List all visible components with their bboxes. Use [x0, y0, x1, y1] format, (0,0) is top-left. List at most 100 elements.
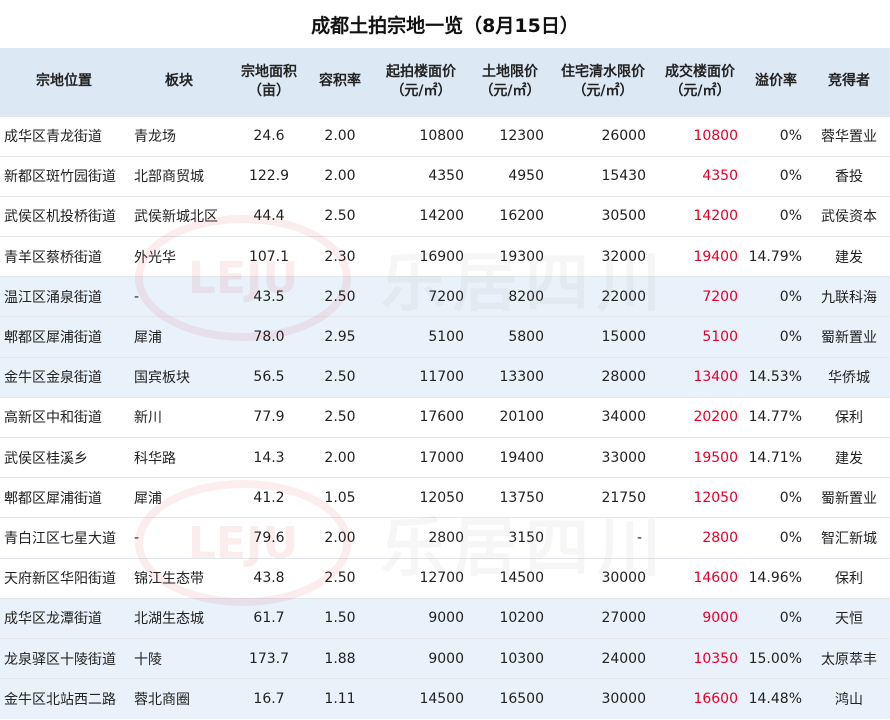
cell-land-cap: 10200 [499, 610, 544, 627]
cell-winner: 保利 [835, 410, 863, 427]
cell-start-price: 12700 [419, 570, 464, 587]
cell-land-cap: 10300 [499, 650, 544, 667]
cell-res-cap: 30500 [601, 208, 646, 225]
cell-location: 高新区中和街道 [4, 410, 102, 427]
cell-winner: 天恒 [835, 611, 863, 628]
table-row: 高新区中和街道 新川 77.9 2.50 17600 20100 34000 20200 14.… [0, 397, 890, 437]
cell-land-cap: 19300 [499, 248, 544, 265]
cell-res-cap: 32000 [601, 248, 646, 265]
cell-premium: 14.53% [748, 369, 802, 386]
cell-far: 1.05 [324, 489, 356, 506]
cell-land-cap: 13300 [499, 369, 544, 386]
cell-area: 61.7 [253, 610, 285, 627]
cell-deal-price: 12050 [693, 489, 738, 506]
cell-block: 北部商贸城 [134, 169, 204, 186]
cell-block: 北湖生态城 [134, 611, 204, 628]
cell-far: 2.50 [324, 570, 356, 587]
cell-winner: 智汇新城 [821, 530, 877, 547]
cell-premium: 14.96% [748, 570, 802, 587]
table-row: 龙泉驿区十陵街道 十陵 173.7 1.88 9000 10300 24000 10350 15… [0, 638, 890, 679]
cell-res-cap: 26000 [601, 128, 646, 145]
cell-start-price: 10800 [419, 128, 464, 145]
cell-far: 2.50 [324, 369, 356, 386]
cell-location: 金牛区金泉街道 [4, 370, 102, 387]
cell-far: 2.00 [324, 449, 356, 466]
cell-location: 成华区龙潭街道 [4, 611, 102, 628]
cell-winner: 保利 [835, 571, 863, 588]
cell-block: 锦江生态带 [134, 571, 204, 588]
cell-block: 蓉北商圈 [134, 691, 190, 708]
cell-premium: 0% [779, 529, 802, 546]
cell-location: 新都区斑竹园街道 [4, 169, 116, 186]
cell-area: 24.6 [253, 128, 285, 145]
table-row: 金牛区北站西二路 蓉北商圈 16.7 1.11 14500 16500 30000 16600… [0, 678, 890, 719]
cell-start-price: 14200 [419, 208, 464, 225]
cell-area: 173.7 [248, 650, 290, 667]
cell-deal-price: 10800 [693, 128, 738, 145]
header-premium: 溢价率 [755, 73, 797, 90]
cell-premium: 14.48% [748, 690, 802, 707]
cell-deal-price: 20200 [693, 409, 738, 426]
cell-block: 武侯新城北区 [134, 209, 218, 226]
cell-land-cap: 20100 [499, 409, 544, 426]
cell-premium: 15.00% [748, 650, 802, 667]
cell-block: 十陵 [134, 651, 162, 668]
cell-winner: 太原萃丰 [821, 651, 877, 668]
cell-land-cap: 16200 [499, 208, 544, 225]
cell-start-price: 14500 [419, 690, 464, 707]
cell-winner: 建发 [835, 450, 863, 467]
cell-block: 犀浦 [134, 330, 162, 347]
cell-land-cap: 16500 [499, 690, 544, 707]
table-row: 金牛区金泉街道 国宾板块 56.5 2.50 11700 13300 28000 13400 1… [0, 357, 890, 398]
cell-area: 41.2 [253, 489, 285, 506]
cell-deal-price: 2800 [702, 529, 738, 546]
cell-location: 成华区青龙街道 [4, 129, 102, 146]
cell-start-price: 17000 [419, 449, 464, 466]
cell-winner: 华侨城 [828, 370, 870, 387]
cell-premium: 0% [779, 489, 802, 506]
cell-land-cap: 19400 [499, 449, 544, 466]
header-land-cap: 土地限价 （元/㎡） [479, 63, 541, 99]
table-row: 成华区青龙街道 青龙场 24.6 2.00 10800 12300 26000 10800 0%… [0, 116, 890, 156]
header-location: 宗地位置 [36, 73, 92, 90]
cell-block: - [134, 288, 140, 305]
table-row: 武侯区机投桥街道 武侯新城北区 44.4 2.50 14200 16200 30500 142… [0, 196, 890, 236]
cell-deal-price: 13400 [693, 369, 738, 386]
cell-area: 16.7 [253, 690, 285, 707]
header-winner: 竞得者 [828, 73, 870, 90]
cell-winner: 蜀新置业 [821, 330, 877, 347]
table-row: 青羊区蔡桥街道 外光华 107.1 2.30 16900 19300 32000 19400 1… [0, 236, 890, 277]
table-body: 成华区青龙街道 青龙场 24.6 2.00 10800 12300 26000 10800 0%… [0, 116, 890, 719]
cell-block: 国宾板块 [134, 370, 190, 387]
cell-deal-price: 10350 [693, 650, 738, 667]
cell-premium: 14.71% [748, 449, 802, 466]
cell-area: 107.1 [248, 248, 290, 265]
cell-deal-price: 9000 [702, 610, 738, 627]
cell-res-cap: 27000 [601, 610, 646, 627]
cell-far: 1.50 [324, 610, 356, 627]
cell-far: 1.11 [324, 690, 356, 707]
cell-location: 天府新区华阳街道 [4, 571, 116, 588]
cell-start-price: 2800 [428, 529, 464, 546]
cell-premium: 14.79% [748, 248, 802, 265]
cell-winner: 武侯资本 [821, 209, 877, 226]
cell-deal-price: 5100 [702, 329, 738, 346]
cell-block: 科华路 [134, 450, 176, 467]
cell-area: 78.0 [253, 329, 285, 346]
cell-deal-price: 16600 [693, 690, 738, 707]
cell-deal-price: 4350 [702, 168, 738, 185]
cell-start-price: 9000 [428, 650, 464, 667]
cell-area: 14.3 [253, 449, 285, 466]
cell-location: 青羊区蔡桥街道 [4, 249, 102, 266]
cell-location: 青白江区七星大道 [4, 530, 116, 547]
table-header-row: 宗地位置 板块 宗地面积 （亩） 容积率 起拍楼面价 （元/㎡） 土地限价 （元/㎡） 住宅清水限… [0, 48, 890, 116]
cell-res-cap: - [636, 529, 642, 546]
cell-res-cap: 22000 [601, 288, 646, 305]
table-row: 郫都区犀浦街道 犀浦 78.0 2.95 5100 5800 15000 5100 0% 蜀新置业 [0, 316, 890, 358]
cell-start-price: 7200 [428, 288, 464, 305]
cell-res-cap: 15000 [601, 329, 646, 346]
cell-premium: 0% [779, 128, 802, 145]
cell-land-cap: 4950 [508, 168, 544, 185]
cell-far: 2.00 [324, 128, 356, 145]
cell-area: 77.9 [253, 409, 285, 426]
